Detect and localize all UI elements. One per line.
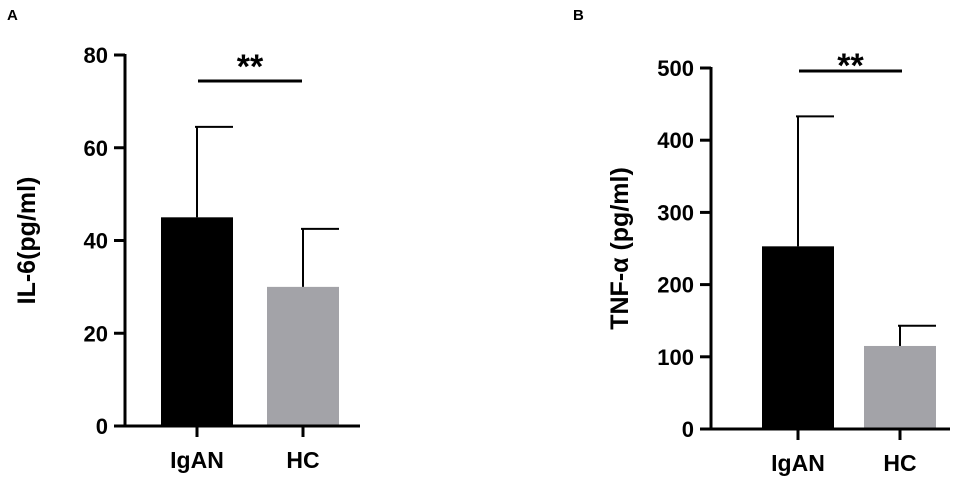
x-tick-label-igan: IgAN [771,450,825,476]
y-tick-label-0: 0 [96,414,108,439]
y-tick-label-300: 300 [657,200,694,225]
bar-igan [762,246,834,429]
y-tick-label-400: 400 [657,128,694,153]
y-tick-label-40: 40 [84,229,108,254]
y-tick-label-20: 20 [84,321,108,346]
y-tick-label-200: 200 [657,273,694,298]
y-tick-label-500: 500 [657,56,694,81]
y-axis-title: IL-6(pg/ml) [13,177,41,305]
panel-letter-a: A [7,7,18,24]
x-tick-label-hc: HC [286,447,319,473]
y-tick-label-60: 60 [84,136,108,161]
y-tick-label-0: 0 [682,417,694,442]
y-tick-label-80: 80 [84,43,108,68]
significance-label: ** [837,47,864,85]
bar-hc [267,286,339,426]
significance-label: ** [237,48,264,86]
y-axis-title: TNF-α (pg/ml) [606,167,634,330]
x-tick-label-igan: IgAN [170,447,224,473]
bar-hc [864,345,936,429]
y-tick-label-100: 100 [657,345,694,370]
panel-letter-b: B [573,7,584,24]
bar-igan [161,217,233,426]
x-tick-label-hc: HC [883,450,916,476]
